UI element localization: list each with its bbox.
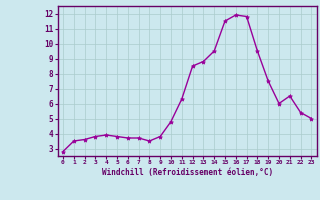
X-axis label: Windchill (Refroidissement éolien,°C): Windchill (Refroidissement éolien,°C) — [102, 168, 273, 177]
